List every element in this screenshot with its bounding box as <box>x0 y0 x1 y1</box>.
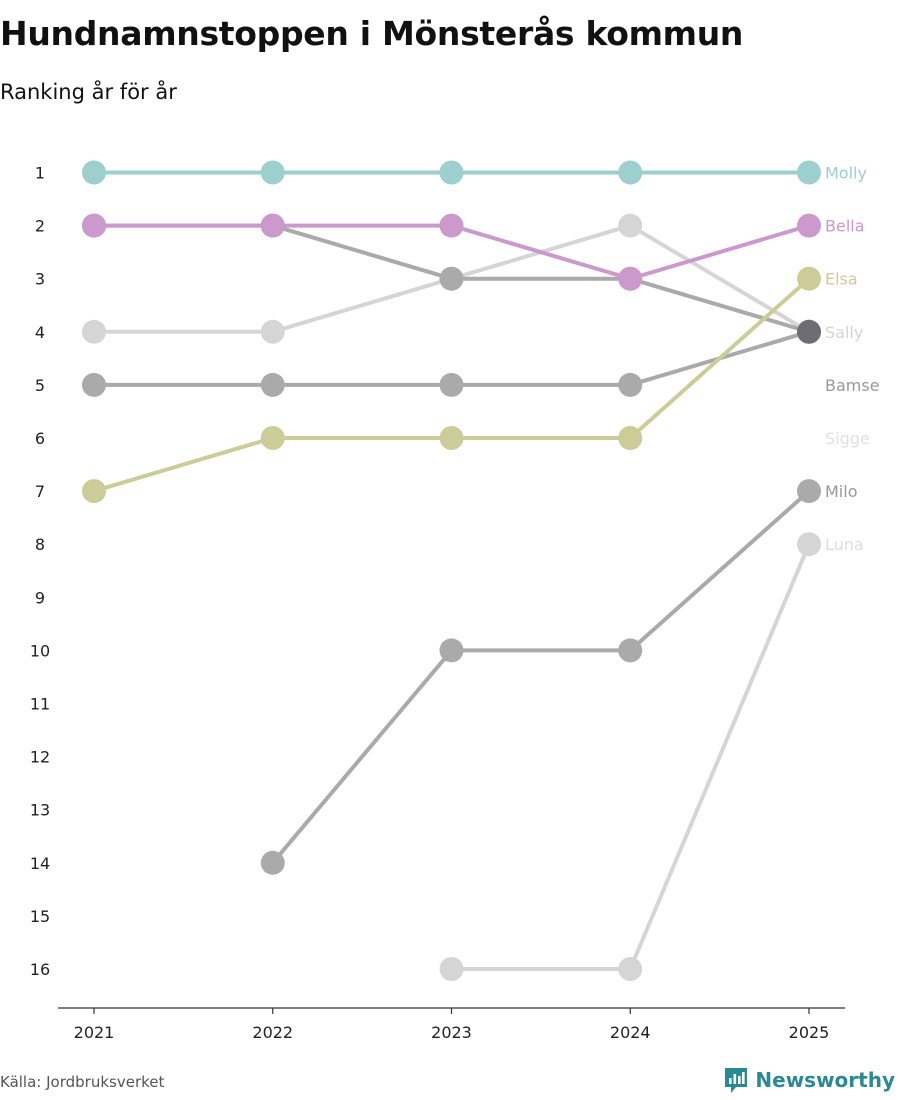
point-luna-2023 <box>439 957 464 981</box>
y-tick-label: 14 <box>30 854 50 873</box>
point-elsa-2024 <box>618 426 643 450</box>
page-subtitle: Ranking år för år <box>0 80 177 104</box>
series-lines <box>93 170 811 971</box>
y-tick-label: 7 <box>35 482 45 501</box>
x-tick-label: 2023 <box>431 1023 472 1042</box>
point-bella-2021 <box>82 213 106 238</box>
point-bamse-2024 <box>618 372 643 397</box>
point-sigge-2021 <box>82 319 106 344</box>
point-molly-2025 <box>797 160 821 185</box>
end-label-luna: Luna <box>825 535 864 554</box>
y-tick-label: 5 <box>35 376 45 395</box>
y-tick-label: 1 <box>35 164 45 183</box>
point-bamse-2021 <box>82 372 106 397</box>
y-tick-label: 2 <box>35 217 45 236</box>
end-label-sigge: Sigge <box>825 429 870 448</box>
point-molly-2021 <box>82 160 106 185</box>
y-tick-label: 12 <box>30 748 50 767</box>
x-tick-label: 2024 <box>610 1023 651 1042</box>
point-molly-2024 <box>618 160 643 185</box>
point-milo-2023 <box>439 638 464 663</box>
x-tick-label: 2021 <box>74 1023 115 1042</box>
y-tick-label: 10 <box>30 641 50 660</box>
series-line <box>271 489 811 865</box>
brand-name: Newsworthy <box>755 1068 895 1092</box>
point-bella-2023 <box>439 213 464 238</box>
series-line <box>451 543 811 971</box>
point-elsa-2025 <box>797 266 821 291</box>
point-bamse-2022 <box>260 372 285 397</box>
series-points <box>82 160 821 981</box>
page-title: Hundnamnstoppen i Mönsterås kommun <box>0 14 744 53</box>
point-milo-2025 <box>797 479 821 504</box>
y-tick-label: 11 <box>30 695 50 714</box>
point-elsa-2021 <box>82 479 106 504</box>
point-molly-2023 <box>439 160 464 185</box>
point-molly-2022 <box>260 160 285 185</box>
y-tick-label: 6 <box>35 429 45 448</box>
point-luna-2024 <box>618 957 643 981</box>
end-label-milo: Milo <box>825 482 857 501</box>
newsworthy-logo-icon <box>725 1068 748 1093</box>
series-end-labels: Molly Bella Elsa Sally Bamse Sigge Milo Luna <box>825 164 880 555</box>
point-milo-2022 <box>260 850 285 875</box>
series-luna <box>451 543 811 971</box>
y-tick-label: 8 <box>35 535 45 554</box>
point-bella-2022 <box>260 213 285 238</box>
source-note: Källa: Jordbruksverket <box>0 1073 165 1091</box>
x-tick-label: 2022 <box>252 1023 293 1042</box>
y-tick-label: 3 <box>35 270 45 289</box>
point-milo-2024 <box>618 638 643 663</box>
series-milo <box>271 489 811 865</box>
point-sally-2023 <box>439 266 464 291</box>
point-elsa-2022 <box>260 426 285 450</box>
x-tick-label: 2025 <box>789 1023 830 1042</box>
point-luna-2025 <box>797 532 821 557</box>
y-tick-label: 4 <box>35 323 45 342</box>
brand-logo: Newsworthy <box>723 1066 895 1094</box>
y-tick-label: 9 <box>35 588 45 607</box>
y-tick-label: 15 <box>30 907 50 926</box>
y-tick-label: 16 <box>30 960 50 979</box>
point-bella-2024 <box>618 266 643 291</box>
point-bella-2025 <box>797 213 821 238</box>
point-elsa-2023 <box>439 426 464 450</box>
end-label-elsa: Elsa <box>825 270 858 289</box>
x-axis-ticks: 2021 2022 2023 2024 2025 <box>74 1008 830 1042</box>
point-sigge-2022 <box>260 319 285 344</box>
point-sally-2025 <box>797 319 821 344</box>
end-label-bella: Bella <box>825 217 865 236</box>
end-label-molly: Molly <box>825 164 867 183</box>
point-sigge-2024 <box>618 213 643 238</box>
point-bamse-2023 <box>439 372 464 397</box>
end-label-bamse: Bamse <box>825 376 880 395</box>
end-label-sally: Sally <box>825 323 863 342</box>
y-tick-label: 13 <box>30 801 50 820</box>
